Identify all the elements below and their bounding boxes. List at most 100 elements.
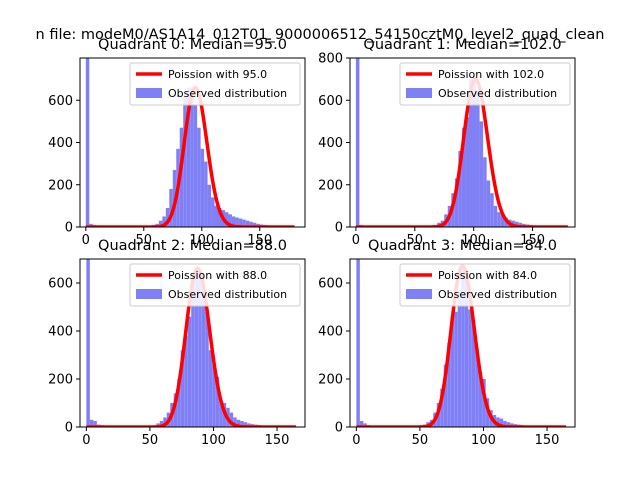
legend-label: Observed distribution xyxy=(438,87,557,100)
histogram-bar xyxy=(450,316,455,427)
quadrant-1-panel: 0 50 100 150 0 200 400 600 800 Quadrant 1: Median… xyxy=(318,37,576,248)
x-tick-label: 50 xyxy=(142,433,159,448)
x-tick-label: 50 xyxy=(412,433,429,448)
histogram-bar xyxy=(252,222,257,227)
histogram-bar xyxy=(500,214,505,227)
histogram-bar xyxy=(86,259,90,427)
legend-label: Observed distribution xyxy=(168,87,287,100)
histogram-bar xyxy=(186,87,191,227)
axes-frame xyxy=(79,258,306,428)
legend: Poission with 102.0 Observed distribution xyxy=(399,62,571,106)
histogram-bar xyxy=(173,393,178,427)
histogram-bar xyxy=(478,371,483,427)
histogram-bar xyxy=(486,180,491,227)
axes-frame xyxy=(349,258,576,428)
y-tick-label: 400 xyxy=(48,325,73,340)
y-tick-label: 600 xyxy=(318,277,343,292)
histogram-bar xyxy=(233,417,237,427)
x-tick-label: 0 xyxy=(352,433,360,448)
histogram-bar xyxy=(184,335,188,427)
legend: Poission with 84.0 Observed distribution xyxy=(399,263,571,307)
histogram-bar xyxy=(514,221,519,227)
histogram-bar xyxy=(493,205,498,227)
histogram-bar xyxy=(215,376,220,427)
histogram-bar xyxy=(162,216,166,227)
histogram-bar xyxy=(214,205,219,227)
histogram-bar xyxy=(228,214,232,227)
legend-label: Observed distribution xyxy=(168,288,287,301)
histogram-bar xyxy=(355,58,360,227)
histogram-bar xyxy=(359,421,364,427)
histogram-bar xyxy=(183,96,187,227)
histogram-bar xyxy=(204,161,208,227)
histogram-bar xyxy=(187,316,192,427)
legend-box xyxy=(129,263,301,307)
histogram-bar xyxy=(179,127,184,227)
histogram-bar xyxy=(518,222,522,227)
histogram-bar xyxy=(465,117,469,227)
histogram-bar xyxy=(235,217,239,227)
histogram-bar xyxy=(482,379,486,427)
histogram-bar xyxy=(191,283,195,427)
histogram-bar xyxy=(464,278,469,427)
x-tick-label: 0 xyxy=(352,233,360,248)
quadrant-0-panel: 0 50 100 150 0 200 400 600 Quadrant 0: Median=95… xyxy=(48,37,306,248)
legend-bar-swatch xyxy=(406,88,432,98)
histogram-bar xyxy=(190,87,194,227)
histogram-bar xyxy=(194,268,199,427)
histogram-bar xyxy=(159,421,164,427)
histogram-bar xyxy=(201,295,206,427)
x-tick-label: 100 xyxy=(189,233,214,248)
y-tick-label: 600 xyxy=(48,277,73,292)
legend-bar-swatch xyxy=(136,88,162,98)
quadrant-2-title: Quadrant 2: Median=88.0 xyxy=(98,238,287,254)
histogram-bar xyxy=(207,184,212,227)
histogram-bar xyxy=(454,311,458,427)
histogram-bar xyxy=(198,271,202,427)
legend-box xyxy=(399,263,571,307)
quadrant-3-title: Quadrant 3: Median=84.0 xyxy=(368,238,557,254)
histogram-bar xyxy=(205,311,209,427)
histogram-bar xyxy=(503,421,507,427)
histogram-bar xyxy=(497,212,501,227)
histogram-bar xyxy=(85,58,90,227)
x-tick-label: 150 xyxy=(247,233,272,248)
histogram-bar xyxy=(457,292,462,427)
histogram-bar xyxy=(193,104,198,227)
histogram-bar xyxy=(363,423,367,427)
y-tick-label: 200 xyxy=(48,373,73,388)
quadrant-2-panel: 0 50 100 150 0 200 400 600 Quadrant 2: Median=88… xyxy=(48,238,306,448)
legend-box xyxy=(129,62,301,106)
histogram-bar xyxy=(468,309,472,427)
histogram-bar xyxy=(490,193,494,227)
histogram-bar xyxy=(245,220,250,227)
histogram-bar xyxy=(197,127,201,227)
histogram-bar xyxy=(443,364,448,427)
legend-label: Poission with 102.0 xyxy=(438,68,544,81)
legend-bar-swatch xyxy=(406,289,432,299)
x-tick-label: 150 xyxy=(535,433,560,448)
legend-label: Poission with 95.0 xyxy=(168,68,267,81)
histogram-bar xyxy=(224,212,229,227)
histogram-bar xyxy=(236,419,241,427)
legend-label: Poission with 88.0 xyxy=(168,269,267,282)
legend: Poission with 88.0 Observed distribution xyxy=(129,263,301,307)
histogram-bar xyxy=(496,417,500,427)
histogram-bar xyxy=(158,220,163,227)
quadrant-3-panel: 0 50 100 150 0 200 400 600 Quadrant 3: Median=84… xyxy=(318,238,576,448)
histogram-bar xyxy=(499,418,504,427)
legend-label: Poission with 84.0 xyxy=(438,269,537,282)
histogram-bar xyxy=(208,350,213,427)
histogram-bar xyxy=(506,422,511,427)
histogram-bar xyxy=(471,321,476,427)
histogram-bar xyxy=(476,89,480,227)
histogram-bar xyxy=(475,347,479,427)
histogram-bar xyxy=(212,364,216,427)
figure-suptitle: n file: modeM0/AS1A14_012T01_9000006512_… xyxy=(36,27,605,43)
histogram-bar xyxy=(218,207,222,227)
y-tick-label: 0 xyxy=(335,221,343,236)
histogram-bar xyxy=(229,412,234,427)
x-tick-label: 0 xyxy=(82,233,90,248)
histogram-bar xyxy=(180,350,185,427)
histogram-bar xyxy=(231,216,236,227)
